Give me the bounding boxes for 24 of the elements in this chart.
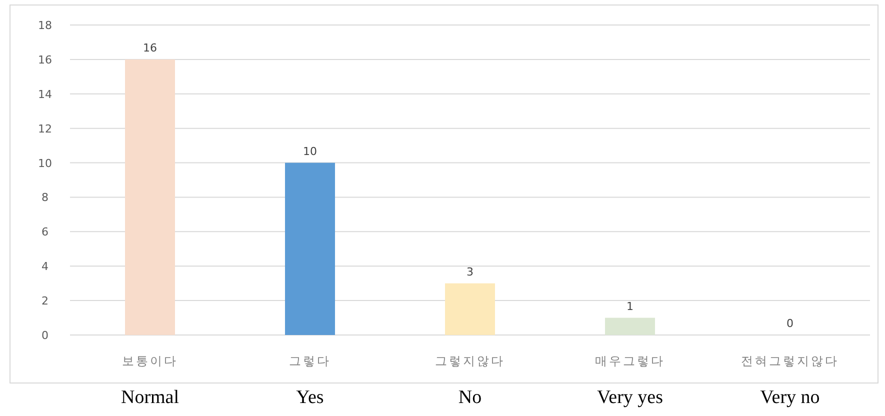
y-tick-label: 6 [42,226,48,239]
category-label: 전혀그렇지않다 Very no [741,354,839,408]
data-label: 16 [143,41,157,54]
data-label: 3 [466,265,474,278]
y-tick-label: 16 [38,53,52,66]
bar [285,162,335,335]
y-tick-label: 12 [38,122,52,136]
data-label: 0 [786,317,794,330]
y-tick-label: 2 [42,294,48,308]
y-tick-label: 4 [42,260,48,274]
category-label: 그렇다 Yes [289,354,331,408]
data-label: 1 [626,300,634,313]
bar [445,283,495,335]
y-tick-label: 10 [38,156,52,170]
y-tick-label: 0 [42,329,48,342]
y-tick-label: 18 [38,19,52,32]
data-label: 10 [303,144,317,158]
category-label: 보통이다 Normal [120,354,180,408]
y-tick-label: 14 [38,88,52,101]
category-label: 그렇지않다 No [435,354,505,408]
category-label: 매우그렇다 Very yes [595,354,665,408]
y-tick-label: 8 [42,191,48,204]
bar [605,318,655,335]
bar [125,59,175,335]
